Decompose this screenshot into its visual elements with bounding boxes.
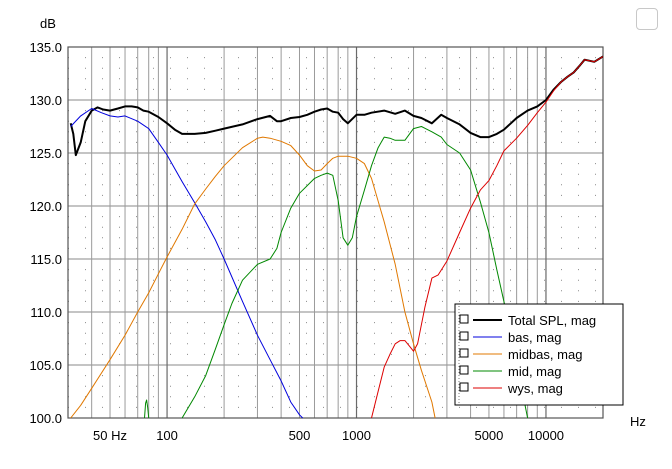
y-tick-label: 120.0	[29, 199, 62, 214]
legend-checkbox[interactable]	[459, 365, 469, 375]
legend-label: wys, mag	[507, 381, 563, 396]
series-line-mid	[144, 399, 150, 419]
series-line-total-spl	[69, 55, 603, 157]
y-tick-label: 100.0	[29, 411, 62, 426]
legend-label: mid, mag	[508, 364, 561, 379]
legend-checkbox[interactable]	[459, 382, 469, 392]
legend-label: Total SPL, mag	[508, 313, 596, 328]
series-line-midbas	[70, 136, 436, 419]
window-corner-button[interactable]	[636, 8, 658, 30]
x-tick-label: 10000	[528, 428, 564, 443]
legend-checkbox[interactable]	[459, 331, 469, 341]
y-tick-label: 105.0	[29, 358, 62, 373]
x-tick-label: 1000	[342, 428, 371, 443]
legend-label: midbas, mag	[508, 347, 582, 362]
plot-frame	[67, 46, 604, 419]
legend-checkbox[interactable]	[459, 314, 469, 324]
y-tick-label: 130.0	[29, 93, 62, 108]
y-axis-label: dB	[40, 16, 56, 31]
x-tick-label: 50 Hz	[93, 428, 127, 443]
x-tick-label: 500	[289, 428, 311, 443]
legend-label: bas, mag	[508, 330, 561, 345]
x-tick-label: 5000	[474, 428, 503, 443]
series-line-mid	[181, 126, 529, 419]
y-tick-label: 125.0	[29, 146, 62, 161]
y-tick-label: 135.0	[29, 40, 62, 55]
x-axis-label: Hz	[630, 414, 646, 429]
y-tick-label: 110.0	[30, 305, 62, 320]
legend-checkbox[interactable]	[459, 348, 469, 358]
y-tick-label: 115.0	[30, 252, 62, 267]
series-line-wys	[371, 56, 603, 419]
series-line-bas	[70, 108, 304, 419]
x-tick-label: 100	[156, 428, 178, 443]
